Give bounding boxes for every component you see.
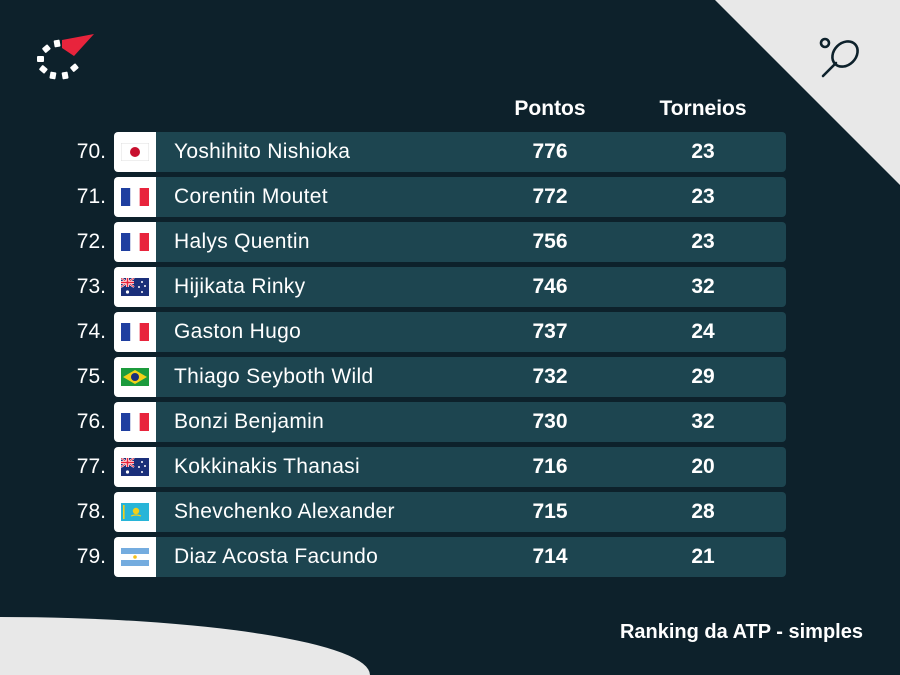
column-header-points: Pontos	[514, 97, 586, 120]
rank-number: 77.	[76, 455, 106, 478]
rank-number: 79.	[76, 545, 106, 568]
australia-flag-icon	[114, 447, 156, 487]
row-bar	[156, 447, 786, 487]
france-flag-icon	[114, 312, 156, 352]
player-name: Halys Quentin	[174, 230, 310, 253]
argentina-flag-icon	[114, 537, 156, 577]
player-tournaments: 23	[691, 185, 715, 208]
rank-number: 75.	[76, 365, 106, 388]
player-tournaments: 23	[691, 230, 715, 253]
rank-number: 73.	[76, 275, 106, 298]
france-flag-icon	[114, 402, 156, 442]
player-points: 737	[532, 320, 568, 343]
player-tournaments: 23	[691, 140, 715, 163]
player-name: Kokkinakis Thanasi	[174, 455, 360, 478]
player-points: 772	[532, 185, 568, 208]
row-bar	[156, 537, 786, 577]
row-bar	[156, 492, 786, 532]
player-name: Corentin Moutet	[174, 185, 328, 208]
japan-flag-icon	[114, 132, 156, 172]
table-row: 77. Kokkinakis Thanasi 716 20	[0, 447, 900, 487]
flashscore-logo-icon	[37, 34, 94, 80]
row-bar	[156, 177, 786, 217]
player-tournaments: 28	[691, 500, 715, 523]
rank-number: 72.	[76, 230, 106, 253]
table-row: 76. Bonzi Benjamin 730 32	[0, 402, 900, 442]
tennis-racket-icon	[819, 37, 859, 78]
corner-decoration-bottom-left	[0, 617, 370, 675]
row-bar	[156, 132, 786, 172]
brazil-flag-icon	[114, 357, 156, 397]
player-points: 732	[532, 365, 568, 388]
row-bar	[156, 357, 786, 397]
rank-number: 71.	[76, 185, 106, 208]
column-header-tournaments: Torneios	[659, 97, 747, 120]
player-points: 730	[532, 410, 568, 433]
table-row: 78. Shevchenko Alexander 715 28	[0, 492, 900, 532]
table-row: 70. Yoshihito Nishioka 776 23	[0, 132, 900, 172]
france-flag-icon	[114, 177, 156, 217]
player-name: Shevchenko Alexander	[174, 500, 395, 523]
table-row: 72. Halys Quentin 756 23	[0, 222, 900, 262]
row-bar	[156, 312, 786, 352]
table-row: 73. Hijikata Rinky 746 32	[0, 267, 900, 307]
player-tournaments: 32	[691, 275, 715, 298]
player-points: 746	[532, 275, 568, 298]
player-name: Hijikata Rinky	[174, 275, 306, 298]
table-row: 74. Gaston Hugo 737 24	[0, 312, 900, 352]
player-points: 756	[532, 230, 568, 253]
player-points: 776	[532, 140, 568, 163]
player-tournaments: 32	[691, 410, 715, 433]
rank-number: 78.	[76, 500, 106, 523]
player-points: 714	[532, 545, 568, 568]
row-bar	[156, 402, 786, 442]
table-row: 71. Corentin Moutet 772 23	[0, 177, 900, 217]
player-tournaments: 21	[691, 545, 715, 568]
player-name: Gaston Hugo	[174, 320, 302, 343]
player-points: 715	[532, 500, 568, 523]
rank-number: 74.	[76, 320, 106, 343]
rank-number: 70.	[76, 140, 106, 163]
australia-flag-icon	[114, 267, 156, 307]
player-name: Yoshihito Nishioka	[174, 140, 351, 163]
player-name: Diaz Acosta Facundo	[174, 545, 379, 568]
player-tournaments: 29	[691, 365, 715, 388]
ranking-caption: Ranking da ATP - simples	[619, 621, 863, 643]
row-bar	[156, 222, 786, 262]
player-tournaments: 24	[691, 320, 715, 343]
kazakhstan-flag-icon	[114, 492, 156, 532]
table-row: 79. Diaz Acosta Facundo 714 21	[0, 537, 900, 577]
france-flag-icon	[114, 222, 156, 262]
player-name: Thiago Seyboth Wild	[174, 365, 374, 388]
player-points: 716	[532, 455, 568, 478]
rank-number: 76.	[76, 410, 106, 433]
row-bar	[156, 267, 786, 307]
player-name: Bonzi Benjamin	[174, 410, 325, 433]
table-row: 75. Thiago Seyboth Wild 732 29	[0, 357, 900, 397]
player-tournaments: 20	[691, 455, 715, 478]
